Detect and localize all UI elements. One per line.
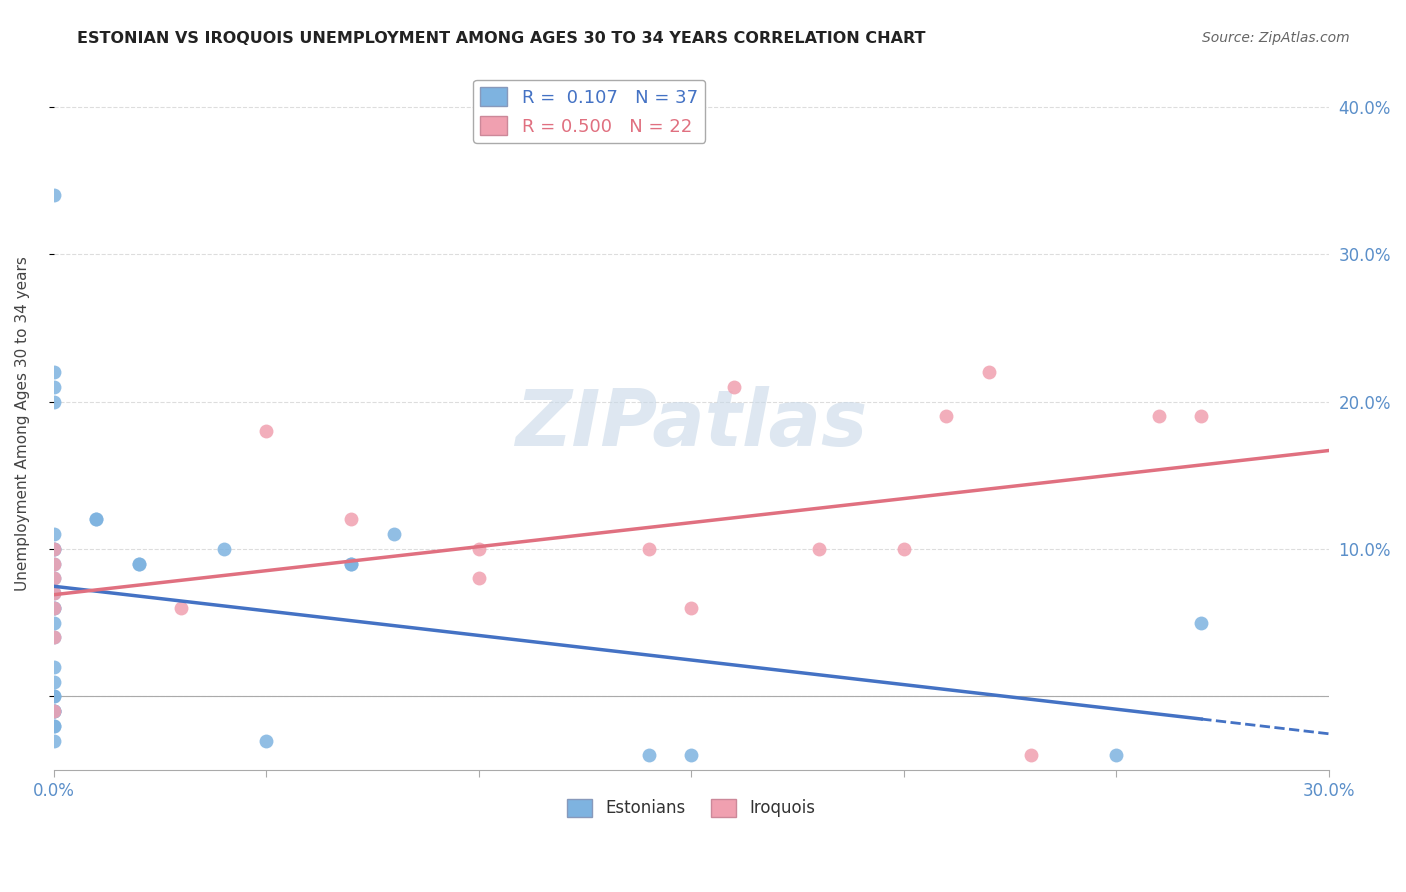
Point — [128, 557, 150, 571]
Point — [42, 719, 65, 733]
Point — [42, 733, 65, 747]
Y-axis label: Unemployment Among Ages 30 to 34 years: Unemployment Among Ages 30 to 34 years — [15, 256, 30, 591]
Point — [84, 512, 107, 526]
Text: ESTONIAN VS IROQUOIS UNEMPLOYMENT AMONG AGES 30 TO 34 YEARS CORRELATION CHART: ESTONIAN VS IROQUOIS UNEMPLOYMENT AMONG … — [77, 31, 925, 46]
Point — [467, 541, 489, 556]
Point — [42, 631, 65, 645]
Point — [170, 601, 193, 615]
Point — [42, 541, 65, 556]
Point — [42, 704, 65, 718]
Point — [42, 557, 65, 571]
Point — [42, 601, 65, 615]
Point — [723, 380, 745, 394]
Point — [42, 704, 65, 718]
Point — [42, 631, 65, 645]
Point — [42, 615, 65, 630]
Point — [1105, 748, 1128, 763]
Point — [42, 704, 65, 718]
Point — [42, 394, 65, 409]
Point — [42, 674, 65, 689]
Point — [42, 571, 65, 585]
Point — [254, 733, 277, 747]
Point — [42, 586, 65, 600]
Point — [681, 601, 703, 615]
Point — [382, 527, 405, 541]
Point — [467, 571, 489, 585]
Point — [893, 541, 915, 556]
Point — [340, 512, 363, 526]
Point — [42, 601, 65, 615]
Point — [977, 365, 1000, 379]
Point — [42, 571, 65, 585]
Point — [935, 409, 957, 424]
Text: Source: ZipAtlas.com: Source: ZipAtlas.com — [1202, 31, 1350, 45]
Legend: Estonians, Iroquois: Estonians, Iroquois — [561, 792, 823, 824]
Point — [42, 188, 65, 202]
Point — [42, 586, 65, 600]
Point — [84, 512, 107, 526]
Point — [42, 719, 65, 733]
Point — [212, 541, 235, 556]
Point — [42, 704, 65, 718]
Point — [637, 541, 659, 556]
Point — [42, 527, 65, 541]
Text: ZIPatlas: ZIPatlas — [515, 385, 868, 462]
Point — [42, 541, 65, 556]
Point — [340, 557, 363, 571]
Point — [637, 748, 659, 763]
Point — [1189, 615, 1212, 630]
Point — [42, 380, 65, 394]
Point — [42, 601, 65, 615]
Point — [42, 660, 65, 674]
Point — [254, 424, 277, 438]
Point — [42, 541, 65, 556]
Point — [681, 748, 703, 763]
Point — [807, 541, 830, 556]
Point — [128, 557, 150, 571]
Point — [42, 557, 65, 571]
Point — [42, 365, 65, 379]
Point — [42, 690, 65, 704]
Point — [1189, 409, 1212, 424]
Point — [42, 690, 65, 704]
Point — [1019, 748, 1042, 763]
Point — [1147, 409, 1170, 424]
Point — [340, 557, 363, 571]
